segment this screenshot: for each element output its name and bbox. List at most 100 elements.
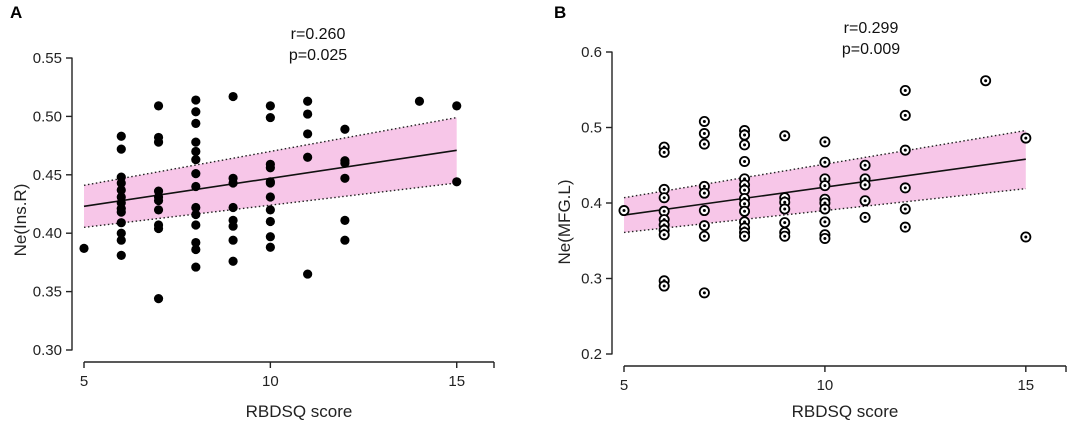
panel-a-data-point xyxy=(340,124,350,134)
panel-a-y-tick-label: 0.30 xyxy=(33,342,62,359)
panel-a-data-point xyxy=(191,118,201,129)
panel-b-data-point xyxy=(819,156,831,168)
panel-a-data-point xyxy=(79,243,89,253)
panel-b-data-point xyxy=(739,155,751,167)
panel-a-data-point xyxy=(228,256,238,266)
panel-b-data-point xyxy=(859,159,871,171)
panel-b-y-tick-label: 0.4 xyxy=(581,195,602,212)
panel-a-x-tick-label: 5 xyxy=(80,373,88,390)
panel-a-data-point xyxy=(452,101,462,111)
panel-b-data-point xyxy=(658,146,670,158)
panel-a-data-point xyxy=(116,250,126,260)
panel-b-y-axis-title: Ne(MFG.L) xyxy=(555,180,574,265)
panel-a-data-point xyxy=(265,192,275,202)
panel-b-data-point xyxy=(779,230,791,242)
panel-a-data-point xyxy=(228,235,238,245)
panel-b-data-point xyxy=(739,230,751,242)
panel-a: A r=0.260 p=0.025 RBDSQ score Ne(Ins.R) … xyxy=(10,3,495,421)
panel-a-y-tick-label: 0.40 xyxy=(33,225,62,242)
panel-b-data-point xyxy=(1020,132,1032,144)
panel-a-data-point xyxy=(116,131,126,141)
panel-a-data-point xyxy=(340,158,350,168)
panel-b-data-point xyxy=(899,144,911,156)
panel-a-data-point xyxy=(303,152,313,162)
panel-b-data-point xyxy=(899,109,911,121)
panel-a-data-point xyxy=(340,215,350,225)
panel-b-data-point xyxy=(819,136,831,148)
panel-a-p-value: p=0.025 xyxy=(289,47,347,64)
panel-a-plot-area: 0.30 0.35 0.40 0.45 0.50 0.55 5 10 15 xyxy=(33,50,495,390)
panel-a-data-point xyxy=(265,163,275,173)
panel-a-data-point xyxy=(191,169,201,179)
panel-b-data-point xyxy=(980,75,992,87)
panel-b-data-point xyxy=(698,287,710,299)
panel-b-data-point xyxy=(899,85,911,97)
panel-b-data-point xyxy=(698,220,710,232)
panel-a-band-lower-edge xyxy=(83,182,457,229)
panel-a-data-point xyxy=(153,101,164,111)
panel-a-data-point xyxy=(414,96,425,106)
panel-b-x-tick-label: 5 xyxy=(620,377,628,394)
panel-a-data-point xyxy=(191,209,201,220)
panel-a-data-point xyxy=(116,178,126,188)
panel-b-data-point xyxy=(779,130,791,142)
panel-b-data-point xyxy=(779,203,791,215)
panel-b-data-point xyxy=(739,139,751,151)
panel-a-data-point xyxy=(116,235,126,245)
panel-a-data-point xyxy=(340,235,350,245)
panel-a-y-tick-label: 0.35 xyxy=(33,284,62,301)
panel-a-data-point xyxy=(303,129,313,139)
panel-b-data-point xyxy=(658,280,670,292)
panel-a-data-point xyxy=(153,137,164,147)
panel-a-data-point xyxy=(340,173,350,183)
panel-a-data-point xyxy=(191,155,201,165)
panel-b-y-tick-label: 0.5 xyxy=(581,120,602,137)
panel-b-data-point xyxy=(819,203,831,215)
panel-a-y-tick-label: 0.50 xyxy=(33,108,62,125)
panel-b-r-value: r=0.299 xyxy=(844,20,899,37)
panel-b-p-value: p=0.009 xyxy=(842,41,900,58)
panel-a-data-point xyxy=(116,228,126,238)
panel-a-data-point xyxy=(153,205,164,215)
panel-a-data-point xyxy=(116,218,126,228)
panel-a-data-point xyxy=(116,144,126,154)
panel-b-data-point xyxy=(819,180,831,192)
panel-b-data-point xyxy=(698,205,710,217)
panel-b-data-point xyxy=(658,192,670,204)
panel-b-data-point xyxy=(859,211,871,223)
panel-b-data-point xyxy=(658,229,670,241)
panel-b-x-tick-label: 10 xyxy=(817,377,834,394)
panel-b-data-point xyxy=(899,203,911,215)
panel-b-x-tick-label: 15 xyxy=(1017,377,1034,394)
panel-b-data-point xyxy=(618,205,630,217)
panel-a-x-tick-label: 15 xyxy=(448,373,465,390)
panel-b-data-point xyxy=(899,221,911,233)
panel-b-data-point xyxy=(698,230,710,242)
panel-a-r-value: r=0.260 xyxy=(291,26,346,43)
panel-b-y-tick-label: 0.6 xyxy=(581,44,602,61)
panel-a-y-axis-title: Ne(Ins.R) xyxy=(11,184,30,257)
panel-a-data-point xyxy=(265,216,275,227)
panel-a-data-point xyxy=(265,112,275,123)
panel-a-confidence-band xyxy=(84,117,457,228)
panel-a-data-point xyxy=(265,232,275,242)
panel-a-data-point xyxy=(191,262,201,272)
panel-a-data-point xyxy=(228,221,238,231)
panel-a-data-point xyxy=(303,269,313,279)
panel-a-data-point xyxy=(228,202,238,213)
panel-a-letter: A xyxy=(10,3,22,22)
panel-b-data-point xyxy=(698,128,710,140)
panel-a-y-tick-label: 0.55 xyxy=(33,50,62,67)
panel-b-data-point xyxy=(819,216,831,228)
panel-a-data-point xyxy=(265,242,275,252)
panel-a-data-point xyxy=(116,185,126,195)
panel-b-x-axis-title: RBDSQ score xyxy=(792,402,899,421)
panel-b-letter: B xyxy=(554,3,566,22)
panel-a-data-point xyxy=(228,178,238,188)
panel-a-data-point xyxy=(303,96,313,106)
panel-b-data-point xyxy=(819,232,831,244)
panel-a-data-point xyxy=(191,220,201,230)
panel-b-plot-area: 0.2 0.3 0.4 0.5 0.6 5 10 15 xyxy=(581,44,1067,394)
panel-b-data-point xyxy=(698,138,710,150)
